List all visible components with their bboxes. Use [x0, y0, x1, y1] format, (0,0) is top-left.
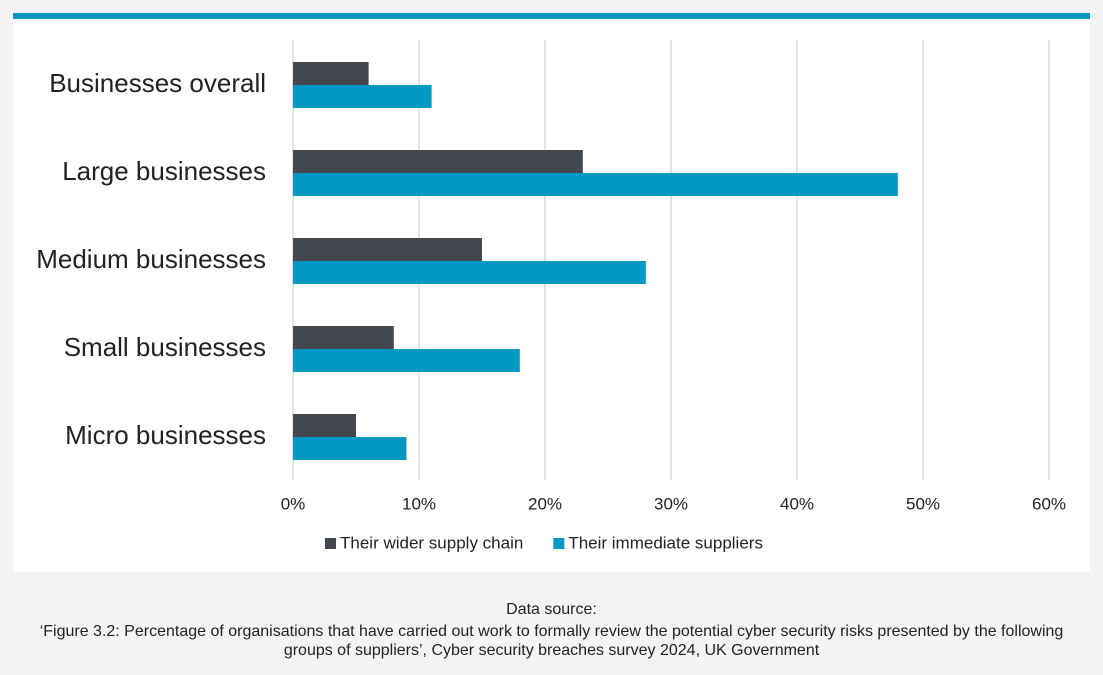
top-bar [13, 13, 1090, 19]
chart: 0% 10% 20% 30% 40% 50% 60% Businesses overall La… [13, 13, 1090, 572]
bar [293, 238, 482, 261]
bar [293, 349, 520, 372]
y-tick-label: Medium businesses [36, 244, 266, 274]
x-tick-label: 30% [654, 494, 688, 513]
bar [293, 173, 898, 196]
bar [293, 62, 369, 85]
bar [293, 326, 394, 349]
chart-panel [13, 13, 1090, 572]
bar [293, 437, 407, 460]
legend-swatch [325, 538, 336, 549]
bar [293, 261, 646, 284]
x-tick-label: 60% [1032, 494, 1066, 513]
legend-label: Their wider supply chain [340, 533, 523, 552]
bar [293, 414, 356, 437]
bar [293, 150, 583, 173]
source-text: ‘Figure 3.2: Percentage of organisations… [39, 623, 1064, 659]
y-tick-label: Businesses overall [49, 68, 266, 98]
y-tick-label: Small businesses [64, 332, 266, 362]
source-label: Data source: [506, 601, 597, 618]
y-tick-label: Micro businesses [65, 420, 266, 450]
x-tick-label: 20% [528, 494, 562, 513]
legend-swatch [553, 538, 565, 549]
x-tick-label: 0% [281, 494, 306, 513]
bar [293, 85, 432, 108]
x-tick-label: 50% [906, 494, 940, 513]
x-tick-label: 40% [780, 494, 814, 513]
x-tick-label: 10% [402, 494, 436, 513]
y-tick-label: Large businesses [62, 156, 266, 186]
legend-label: Their immediate suppliers [568, 533, 763, 552]
